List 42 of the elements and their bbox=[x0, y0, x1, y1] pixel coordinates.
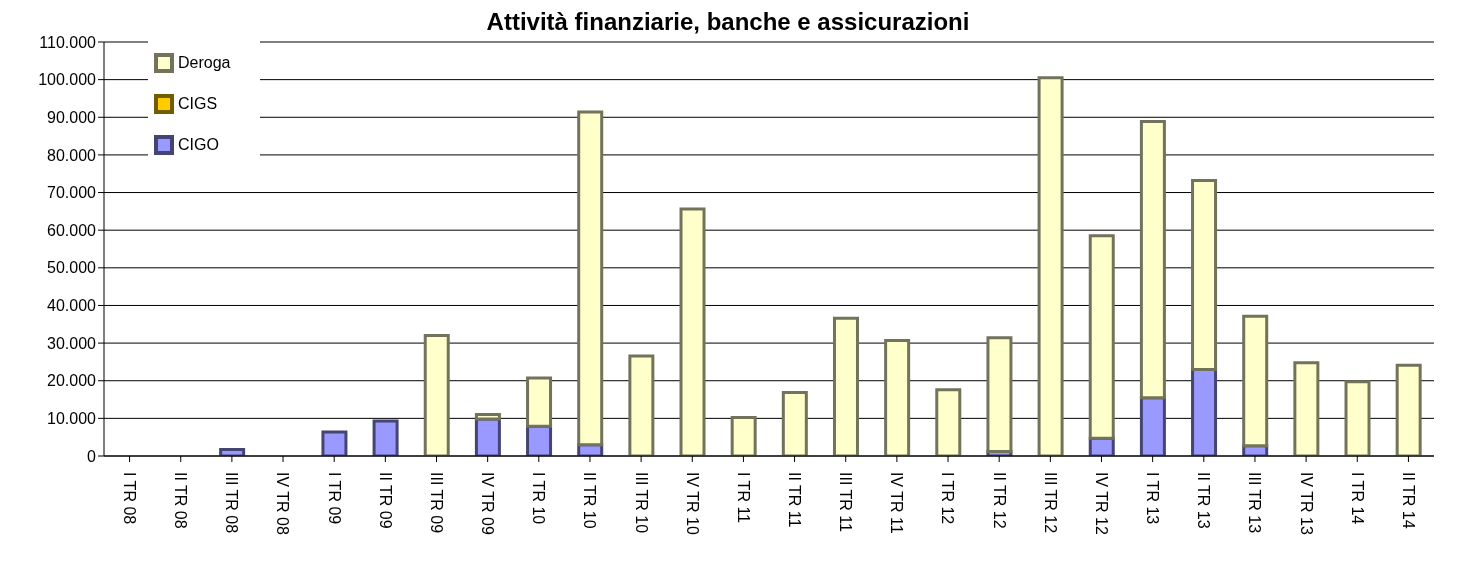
x-tick-label: III TR 13 bbox=[1246, 472, 1264, 534]
x-tick-label: III TR 10 bbox=[632, 472, 650, 534]
legend-label: CIGS bbox=[178, 94, 218, 113]
y-tick-label: 80.000 bbox=[47, 146, 97, 164]
legend-label: Deroga bbox=[178, 53, 231, 72]
x-tick-label: IV TR 12 bbox=[1092, 472, 1110, 535]
y-tick-label: 0 bbox=[87, 447, 97, 465]
y-tick-label: 110.000 bbox=[39, 33, 97, 51]
x-tick-label: II TR 14 bbox=[1399, 472, 1417, 529]
x-tick-label: II TR 09 bbox=[376, 472, 394, 529]
y-tick-label: 90.000 bbox=[47, 108, 97, 126]
x-tick-label: I TR 09 bbox=[325, 472, 343, 525]
x-tick-label: II TR 13 bbox=[1195, 472, 1213, 529]
x-tick-label: III TR 11 bbox=[837, 472, 855, 532]
x-tick-label: I TR 10 bbox=[530, 472, 548, 525]
y-tick-label: 20.000 bbox=[47, 372, 97, 390]
y-tick-label: 60.000 bbox=[47, 221, 97, 239]
x-tick-label: IV TR 08 bbox=[274, 472, 292, 535]
y-tick-label: 10.000 bbox=[47, 410, 97, 428]
x-tick-label: IV TR 11 bbox=[888, 472, 906, 534]
y-tick-label: 40.000 bbox=[47, 297, 97, 315]
x-tick-label: IV TR 09 bbox=[479, 472, 497, 535]
x-tick-label: I TR 11 bbox=[734, 472, 752, 524]
x-tick-label: II TR 11 bbox=[785, 472, 803, 528]
x-tick-label: III TR 12 bbox=[1041, 472, 1059, 534]
x-tick-label: IV TR 10 bbox=[683, 472, 701, 535]
y-tick-label: 70.000 bbox=[47, 184, 97, 202]
x-tick-label: III TR 08 bbox=[223, 472, 241, 534]
y-tick-label: 50.000 bbox=[47, 259, 97, 277]
y-tick-label: 30.000 bbox=[47, 334, 97, 352]
x-tick-label: II TR 08 bbox=[172, 472, 190, 529]
x-tick-label: I TR 12 bbox=[939, 472, 957, 525]
x-tick-label: II TR 10 bbox=[581, 472, 599, 529]
chart-title: Attività finanziarie, banche e assicurazioni bbox=[486, 8, 970, 35]
x-tick-label: I TR 08 bbox=[120, 472, 138, 525]
x-tick-label: II TR 12 bbox=[990, 472, 1008, 529]
y-tick-label: 100.000 bbox=[38, 71, 97, 89]
x-tick-label: I TR 13 bbox=[1144, 472, 1162, 525]
x-tick-label: I TR 14 bbox=[1348, 472, 1366, 525]
x-tick-label: IV TR 13 bbox=[1297, 472, 1315, 535]
x-tick-label: III TR 09 bbox=[427, 472, 445, 534]
legend-label: CIGO bbox=[178, 135, 219, 154]
